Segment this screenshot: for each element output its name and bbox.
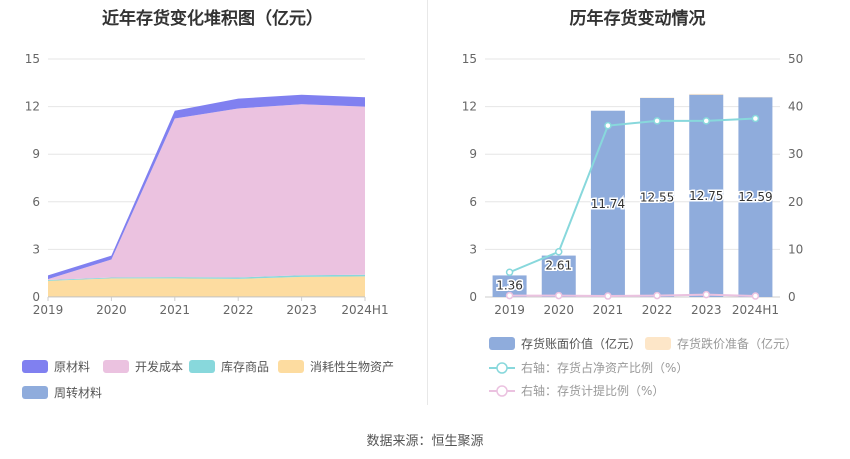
y2-tick-label: 0 — [788, 290, 796, 304]
legend-swatch-reserve — [645, 337, 671, 350]
y-tick-label: 12 — [25, 100, 40, 114]
line-net-asset-ratio — [509, 117, 756, 274]
legend-marker-provision-ratio — [496, 385, 508, 397]
bar-data-label: 12.55 — [640, 190, 674, 204]
inventory-stacked-area-chart: 0 3 6 9 12 15 2019 2020 2021 2022 2023 2024H1 原材料 开发成… — [22, 52, 394, 400]
legend-swatch-raw — [22, 360, 48, 373]
y2-tick-label: 50 — [788, 52, 803, 66]
legend-marker-net-asset-ratio — [496, 362, 508, 374]
legend-label-reserve: 存货跌价准备（亿元） — [677, 336, 797, 351]
point-provision-ratio — [702, 290, 710, 299]
x-tick-label: 2019 — [33, 303, 64, 317]
x-tick-label: 2024H1 — [732, 303, 779, 317]
y2-tick-label: 10 — [788, 242, 803, 256]
x-tick-label: 2020 — [96, 303, 127, 317]
point-net-asset-ratio — [702, 117, 710, 125]
area-consumable — [48, 276, 365, 297]
bar-book-value — [541, 255, 576, 297]
point-provision-ratio — [604, 292, 612, 300]
area-dev — [48, 104, 365, 281]
x-tick-label: 2020 — [543, 303, 574, 317]
bar-data-label: 11.74 — [591, 197, 625, 211]
legend-label-book: 存货账面价值（亿元） — [521, 336, 641, 351]
legend-swatch-turnover — [22, 386, 48, 399]
y-tick-label: 9 — [32, 147, 40, 161]
y-tick-label: 9 — [469, 147, 477, 161]
y2-tick-label: 20 — [788, 195, 803, 209]
point-net-asset-ratio — [604, 121, 612, 130]
bar-book-value — [689, 94, 724, 297]
bar-data-label: 12.59 — [738, 190, 772, 204]
legend-label-provision-ratio: 右轴：存货计提比例（%） — [521, 383, 664, 398]
bar-data-label: 1.36 — [496, 278, 523, 292]
x-tick-label: 2019 — [494, 303, 525, 317]
right-chart-title: 历年存货变动情况 — [569, 9, 706, 29]
point-provision-ratio — [751, 292, 760, 300]
point-net-asset-ratio — [555, 248, 563, 256]
x-tick-label: 2021 — [593, 303, 624, 317]
legend-label-consumable: 消耗性生物资产 — [310, 360, 394, 374]
y2-tick-label: 30 — [788, 147, 803, 161]
x-tick-label: 2023 — [286, 303, 317, 317]
point-provision-ratio — [555, 291, 563, 300]
data-source-note: 数据来源：恒生聚源 — [366, 434, 484, 449]
legend-label-turnover: 周转材料 — [54, 385, 102, 400]
bar-book-value — [738, 97, 773, 297]
y-tick-label: 15 — [462, 52, 477, 66]
point-net-asset-ratio — [505, 268, 514, 276]
y-tick-label: 0 — [469, 290, 477, 304]
inventory-change-bar-chart: 0 3 6 9 12 15 0 10 20 30 40 50 1.36 2019 2.61 2020 11.74… — [462, 52, 804, 398]
legend-swatch-stock — [189, 360, 215, 373]
bar-book-value — [640, 97, 675, 297]
legend-swatch-dev — [103, 360, 129, 373]
y2-tick-label: 40 — [788, 100, 803, 114]
y-tick-label: 6 — [469, 195, 477, 209]
x-tick-label: 2022 — [642, 303, 673, 317]
y-tick-label: 0 — [32, 290, 40, 304]
legend-label-stock: 库存商品 — [221, 359, 269, 374]
bar-data-label: 2.61 — [545, 259, 572, 273]
line-provision-ratio — [509, 293, 756, 298]
legend-swatch-consumable — [278, 360, 304, 373]
bar-book-value — [492, 275, 527, 297]
x-tick-label: 2023 — [691, 303, 722, 317]
legend-label-raw: 原材料 — [54, 360, 90, 374]
legend-label-dev: 开发成本 — [135, 359, 183, 374]
bar-book-value — [590, 110, 625, 297]
left-chart-title: 近年存货变化堆积图（亿元） — [102, 9, 323, 29]
panel-divider — [427, 0, 428, 405]
legend-swatch-book — [489, 337, 515, 350]
y-tick-label: 3 — [469, 242, 477, 256]
point-net-asset-ratio — [751, 114, 760, 123]
point-provision-ratio — [505, 291, 514, 300]
bar-reserve — [689, 93, 724, 95]
point-provision-ratio — [653, 291, 661, 300]
bar-data-label: 12.75 — [689, 189, 723, 203]
point-net-asset-ratio — [653, 117, 661, 125]
x-tick-label: 2022 — [223, 303, 254, 317]
area-stock — [48, 274, 365, 281]
y-tick-label: 12 — [462, 100, 477, 114]
x-tick-label: 2024H1 — [341, 303, 388, 317]
y-tick-label: 15 — [25, 52, 40, 66]
y-tick-label: 6 — [32, 195, 40, 209]
legend-label-net-asset-ratio: 右轴：存货占净资产比例（%） — [521, 360, 688, 375]
x-tick-label: 2021 — [160, 303, 191, 317]
y-tick-label: 3 — [32, 242, 40, 256]
